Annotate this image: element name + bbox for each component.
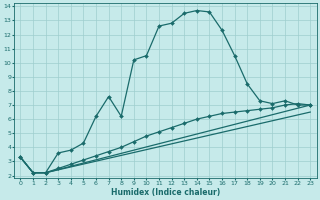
X-axis label: Humidex (Indice chaleur): Humidex (Indice chaleur) [111,188,220,197]
